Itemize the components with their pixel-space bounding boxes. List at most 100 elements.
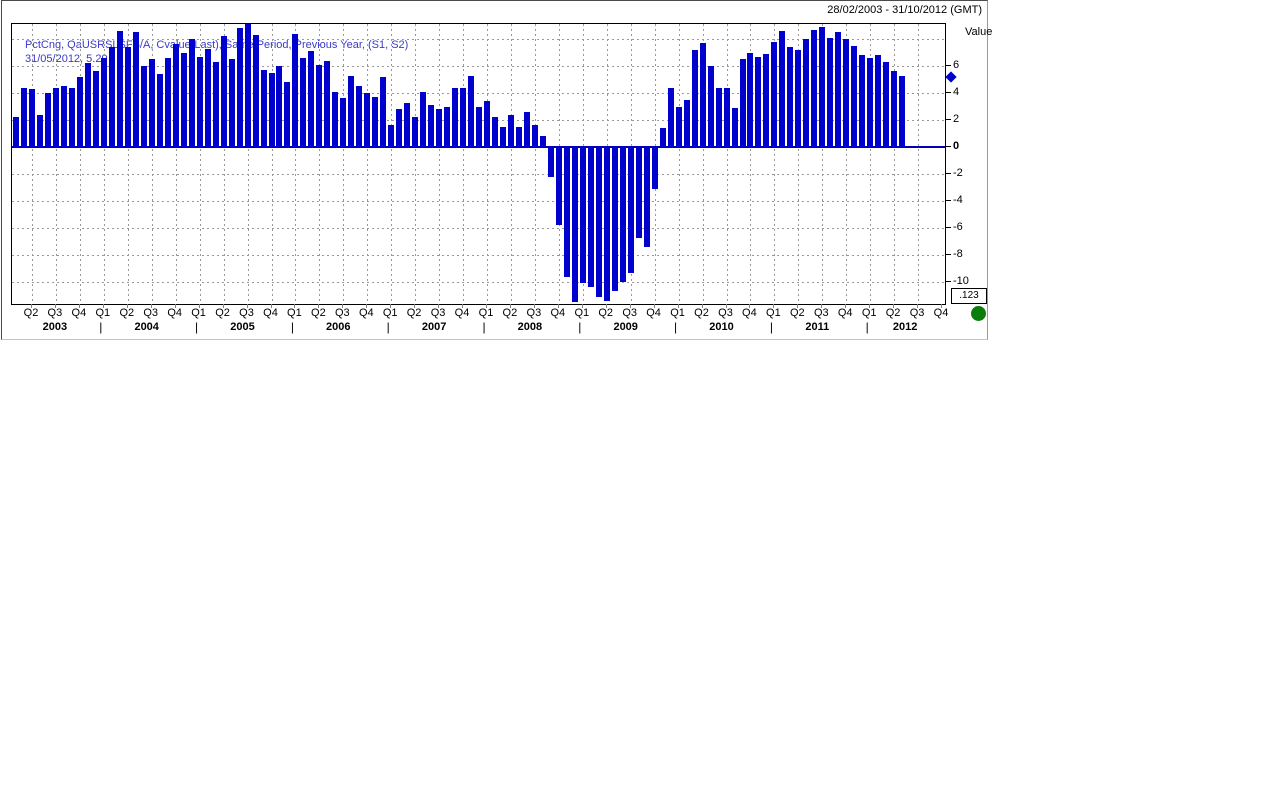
y-axis-tick-label: 2: [953, 113, 960, 125]
bar: [436, 109, 443, 147]
bar: [428, 105, 435, 148]
bar: [891, 71, 898, 147]
x-axis-quarter-label: Q4: [167, 307, 183, 319]
bar: [356, 86, 363, 148]
bar: [116, 30, 123, 147]
x-axis-quarter-label: Q2: [311, 307, 326, 319]
x-axis-year-separator: |: [578, 320, 582, 334]
x-axis-tick: [174, 304, 176, 308]
x-axis-quarter-label: Q4: [837, 307, 853, 319]
bar: [603, 147, 610, 301]
x-axis-year-label: 2004: [134, 321, 159, 333]
x-axis-tick: [102, 304, 104, 308]
x-axis-tick: [198, 304, 200, 308]
bar: [316, 64, 323, 147]
bar: [555, 147, 562, 226]
bar: [148, 59, 155, 148]
bar: [156, 74, 163, 147]
bar: [523, 111, 530, 147]
vertical-gridline: [55, 24, 57, 304]
y-axis-tick-label: -8: [953, 248, 963, 260]
x-axis-quarter-label: Q1: [191, 307, 206, 319]
vertical-gridline: [918, 24, 920, 304]
x-axis-year-label: 2006: [326, 321, 351, 333]
bar: [404, 102, 411, 147]
vertical-gridline: [510, 24, 512, 304]
y-axis-tick: [945, 119, 951, 120]
x-axis-tick: [581, 304, 583, 308]
x-axis-year-separator: |: [386, 320, 390, 334]
bar: [276, 66, 283, 147]
vertical-gridline: [175, 24, 177, 304]
horizontal-gridline: [12, 39, 945, 40]
x-axis-tick: [366, 304, 368, 308]
x-axis-tick: [318, 304, 320, 308]
bar: [723, 87, 730, 147]
x-axis-quarter-label: Q4: [646, 307, 661, 319]
bar: [332, 91, 339, 147]
y-axis-tick: [945, 200, 951, 201]
bar: [228, 59, 235, 148]
horizontal-gridline: [12, 93, 945, 94]
date-range-label: 28/02/2003 - 31/10/2012 (GMT): [827, 4, 982, 16]
bar: [236, 28, 243, 147]
bar: [667, 87, 674, 147]
x-axis-quarter-label: Q1: [861, 307, 877, 319]
x-axis-year-label: 2012: [892, 321, 918, 333]
bar: [635, 147, 642, 238]
bar: [260, 70, 267, 147]
bar: [388, 125, 395, 147]
bar: [140, 66, 147, 147]
x-axis-quarter-label: Q3: [239, 307, 254, 319]
x-axis-quarter-label: Q1: [95, 307, 111, 319]
x-axis-quarter-label: Q4: [742, 307, 757, 319]
y-axis-tick: [945, 173, 951, 174]
vertical-gridline: [415, 24, 417, 304]
bar: [100, 57, 107, 147]
x-axis-tick: [869, 304, 871, 308]
bar: [827, 37, 834, 147]
bar: [899, 75, 906, 147]
x-axis-quarter-label: Q2: [23, 307, 39, 319]
vertical-gridline: [127, 24, 129, 304]
x-axis-quarter-label: Q1: [766, 307, 781, 319]
decimal-format-button[interactable]: .123: [951, 288, 987, 304]
bar: [492, 117, 498, 147]
bar: [691, 49, 698, 147]
x-axis-quarter-label: Q3: [718, 307, 733, 319]
x-axis-tick: [150, 304, 152, 308]
bar: [412, 117, 419, 147]
x-axis-tick: [414, 304, 416, 308]
y-axis-tick-label: -2: [953, 167, 963, 179]
vertical-gridline: [32, 24, 33, 304]
x-axis-quarter-label: Q3: [526, 307, 542, 319]
bar: [547, 147, 554, 177]
bar: [763, 53, 770, 147]
bar: [44, 93, 51, 147]
bar: [500, 126, 506, 148]
bar: [196, 56, 203, 147]
bar: [531, 125, 538, 147]
x-axis-tick: [342, 304, 344, 308]
vertical-gridline: [223, 24, 225, 304]
y-axis-tick: [945, 281, 951, 282]
x-axis-year-separator: |: [674, 320, 678, 334]
vertical-gridline: [319, 24, 321, 304]
vertical-gridline: [798, 24, 800, 304]
x-axis-tick: [126, 304, 128, 308]
bar: [611, 147, 618, 292]
x-axis-quarter-label: Q4: [933, 307, 949, 319]
x-axis-year-label: 2007: [421, 321, 447, 333]
x-axis-quarter-label: Q2: [789, 307, 805, 319]
bar: [52, 87, 59, 147]
x-axis-tick: [893, 304, 895, 308]
bar: [699, 43, 706, 147]
bar: [468, 75, 474, 147]
y-axis-tick: [945, 65, 951, 66]
bar: [731, 107, 738, 147]
bar: [835, 32, 842, 148]
bar: [651, 147, 658, 189]
bar: [595, 147, 602, 297]
bar: [643, 147, 650, 247]
x-axis-quarter-label: Q4: [358, 307, 374, 319]
